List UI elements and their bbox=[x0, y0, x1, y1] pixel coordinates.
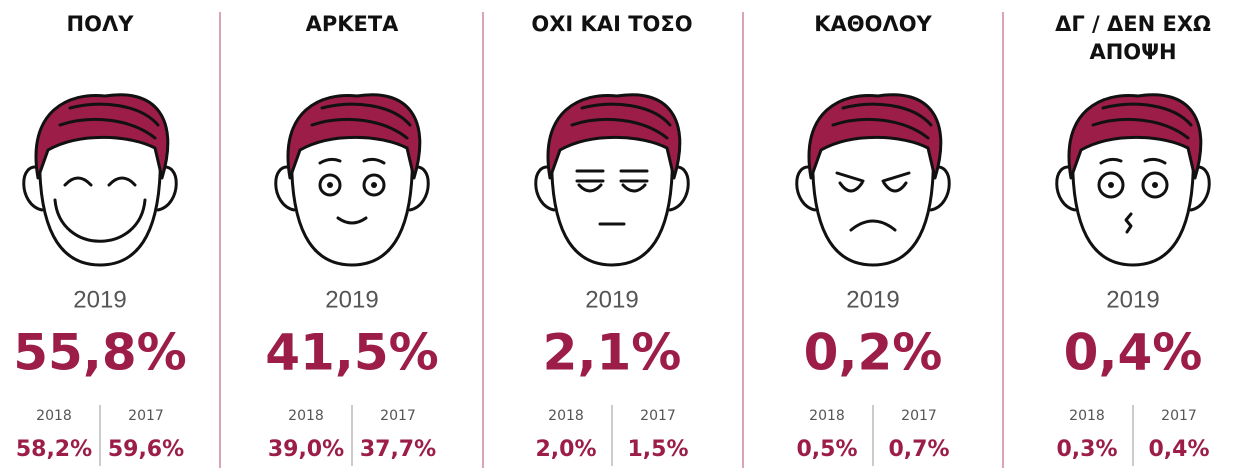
main-value: 2,1% bbox=[543, 324, 682, 382]
history-value: 1,5% bbox=[627, 437, 688, 462]
face-part bbox=[310, 117, 409, 140]
hair bbox=[34, 93, 170, 180]
history-value: 58,2% bbox=[16, 437, 92, 462]
face-part bbox=[1091, 117, 1190, 140]
face-part bbox=[274, 165, 296, 212]
main-value: 41,5% bbox=[265, 324, 438, 382]
face-part bbox=[1101, 102, 1193, 127]
face-part bbox=[882, 181, 908, 193]
face-part bbox=[621, 183, 647, 193]
column-title: ΠΟΛΥ bbox=[67, 12, 135, 36]
face-part bbox=[577, 183, 603, 193]
face-part bbox=[550, 138, 674, 267]
history-year: 2018 bbox=[548, 408, 584, 424]
face-part bbox=[68, 102, 160, 127]
hair bbox=[546, 93, 682, 180]
face-part bbox=[107, 176, 137, 187]
history-year: 2018 bbox=[36, 408, 72, 424]
face-part bbox=[336, 216, 368, 225]
history-year: 2018 bbox=[1069, 408, 1105, 424]
face-part bbox=[63, 176, 93, 187]
history-value: 0,7% bbox=[888, 437, 949, 462]
face-part bbox=[881, 171, 911, 183]
face-part bbox=[53, 198, 147, 243]
year-label: 2019 bbox=[585, 286, 638, 313]
history-year: 2017 bbox=[901, 408, 937, 424]
eye bbox=[1141, 171, 1169, 199]
year-label: 2019 bbox=[325, 286, 378, 313]
face-part bbox=[1071, 138, 1195, 267]
history-year: 2017 bbox=[380, 408, 416, 424]
history-value: 39,0% bbox=[268, 437, 344, 462]
column-title: ΑΡΚΕΤΑ bbox=[306, 12, 400, 36]
year-label: 2019 bbox=[73, 286, 126, 313]
face-part bbox=[849, 219, 897, 232]
column-title: ΔΓ / ΔΕΝ ΕΧΩ bbox=[1055, 12, 1211, 36]
column-title: ΚΑΘΟΛΟΥ bbox=[814, 12, 932, 36]
history-value: 0,5% bbox=[796, 437, 857, 462]
face-part bbox=[362, 157, 386, 165]
year-label: 2019 bbox=[846, 286, 899, 313]
history-value: 0,4% bbox=[1148, 437, 1209, 462]
main-value: 0,4% bbox=[1064, 324, 1203, 382]
history-value: 0,3% bbox=[1056, 437, 1117, 462]
hair bbox=[807, 93, 943, 180]
eye bbox=[362, 173, 386, 197]
year-label: 2019 bbox=[1106, 286, 1159, 313]
main-value: 55,8% bbox=[13, 324, 186, 382]
eye bbox=[318, 173, 342, 197]
face-part bbox=[290, 138, 414, 267]
history-value: 2,0% bbox=[535, 437, 596, 462]
face-part bbox=[841, 102, 933, 127]
face-part bbox=[831, 117, 930, 140]
face-part bbox=[534, 165, 556, 212]
face-part bbox=[795, 165, 817, 212]
face-part bbox=[1099, 157, 1123, 165]
face-part bbox=[1055, 165, 1077, 212]
eye bbox=[1097, 171, 1125, 199]
face-part bbox=[320, 102, 412, 127]
history-year: 2017 bbox=[640, 408, 676, 424]
hair bbox=[286, 93, 422, 180]
face-part bbox=[38, 138, 162, 267]
column-title: ΟΧΙ ΚΑΙ ΤΟΣΟ bbox=[531, 12, 692, 36]
face-part bbox=[570, 117, 669, 140]
face-part bbox=[580, 102, 672, 127]
history-year: 2018 bbox=[809, 408, 845, 424]
pupil bbox=[327, 182, 333, 188]
face-part bbox=[318, 157, 342, 165]
pupil bbox=[1152, 182, 1158, 188]
history-year: 2017 bbox=[128, 408, 164, 424]
face-part bbox=[58, 117, 157, 140]
face-part bbox=[838, 181, 864, 193]
hair bbox=[1067, 93, 1203, 180]
face-part bbox=[1143, 157, 1167, 165]
history-year: 2017 bbox=[1161, 408, 1197, 424]
column-title: ΑΠΟΨΗ bbox=[1089, 40, 1176, 64]
face-part bbox=[22, 165, 44, 212]
pupil bbox=[371, 182, 377, 188]
pupil bbox=[1108, 182, 1114, 188]
history-year: 2018 bbox=[288, 408, 324, 424]
main-value: 0,2% bbox=[804, 324, 943, 382]
face-part bbox=[1124, 212, 1133, 234]
face-part bbox=[835, 171, 865, 183]
history-value: 37,7% bbox=[360, 437, 436, 462]
history-value: 59,6% bbox=[108, 437, 184, 462]
face-part bbox=[811, 138, 935, 267]
